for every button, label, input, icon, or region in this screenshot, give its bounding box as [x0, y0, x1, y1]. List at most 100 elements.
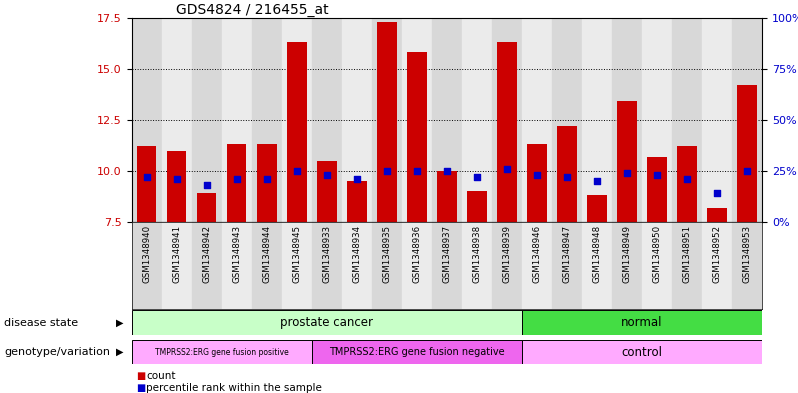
Bar — [702, 18, 732, 222]
Text: ▶: ▶ — [117, 347, 124, 357]
Bar — [587, 195, 606, 222]
Bar — [552, 18, 582, 222]
Bar — [251, 222, 282, 309]
Text: disease state: disease state — [4, 318, 78, 328]
Text: GDS4824 / 216455_at: GDS4824 / 216455_at — [176, 3, 329, 17]
Bar — [527, 144, 547, 222]
Text: GSM1348953: GSM1348953 — [743, 225, 752, 283]
Bar — [617, 101, 637, 222]
Point — [500, 166, 513, 172]
Text: GSM1348936: GSM1348936 — [413, 225, 421, 283]
Bar — [557, 126, 577, 222]
Bar — [492, 222, 522, 309]
Point — [471, 174, 484, 180]
Text: GSM1348944: GSM1348944 — [263, 225, 271, 283]
Point — [231, 176, 243, 182]
Bar — [251, 18, 282, 222]
Point — [321, 172, 334, 178]
Bar — [197, 193, 216, 222]
Bar — [342, 222, 372, 309]
Bar — [462, 222, 492, 309]
Text: GSM1348943: GSM1348943 — [232, 225, 241, 283]
Bar — [402, 18, 432, 222]
Bar — [312, 18, 342, 222]
Bar — [372, 18, 402, 222]
Bar — [192, 222, 222, 309]
Text: GSM1348948: GSM1348948 — [592, 225, 602, 283]
Text: GSM1348933: GSM1348933 — [322, 225, 331, 283]
Text: normal: normal — [622, 316, 663, 329]
Bar — [222, 222, 251, 309]
Point — [410, 168, 423, 174]
Bar — [497, 42, 516, 222]
Bar — [162, 18, 192, 222]
Bar — [732, 222, 762, 309]
Text: GSM1348946: GSM1348946 — [532, 225, 541, 283]
Bar — [707, 208, 727, 222]
Bar — [672, 18, 702, 222]
Bar — [642, 18, 672, 222]
Bar — [522, 222, 552, 309]
Bar — [192, 18, 222, 222]
Bar — [467, 191, 487, 222]
Point — [650, 172, 663, 178]
Text: GSM1348947: GSM1348947 — [563, 225, 571, 283]
Text: TMPRSS2:ERG gene fusion positive: TMPRSS2:ERG gene fusion positive — [155, 348, 289, 356]
Bar — [552, 222, 582, 309]
Bar — [462, 18, 492, 222]
Bar — [582, 18, 612, 222]
Bar — [432, 18, 462, 222]
Bar — [522, 18, 552, 222]
Bar — [612, 18, 642, 222]
Bar — [492, 18, 522, 222]
Bar — [167, 151, 187, 222]
Point — [711, 190, 724, 196]
Bar — [402, 222, 432, 309]
Bar — [312, 340, 522, 364]
Point — [290, 168, 303, 174]
Text: TMPRSS2:ERG gene fusion negative: TMPRSS2:ERG gene fusion negative — [329, 347, 504, 357]
Text: GSM1348949: GSM1348949 — [622, 225, 631, 283]
Point — [741, 168, 753, 174]
Text: ■: ■ — [136, 371, 145, 382]
Point — [621, 170, 634, 176]
Bar — [377, 22, 397, 222]
Point — [440, 168, 453, 174]
Bar — [582, 222, 612, 309]
Bar — [678, 147, 697, 222]
Text: GSM1348939: GSM1348939 — [503, 225, 512, 283]
Point — [531, 172, 543, 178]
Text: GSM1348945: GSM1348945 — [292, 225, 302, 283]
Bar — [227, 144, 247, 222]
Text: ■: ■ — [136, 383, 145, 393]
Bar — [522, 310, 762, 335]
Text: GSM1348952: GSM1348952 — [713, 225, 721, 283]
Bar — [257, 144, 277, 222]
Bar — [437, 171, 456, 222]
Point — [560, 174, 573, 180]
Text: percentile rank within the sample: percentile rank within the sample — [146, 383, 322, 393]
Bar — [647, 157, 667, 222]
Bar — [432, 222, 462, 309]
Bar — [132, 310, 522, 335]
Text: ▶: ▶ — [117, 318, 124, 328]
Bar — [342, 18, 372, 222]
Bar — [222, 18, 251, 222]
Bar — [347, 181, 366, 222]
Bar — [132, 340, 312, 364]
Text: GSM1348938: GSM1348938 — [472, 225, 481, 283]
Bar — [287, 42, 306, 222]
Point — [260, 176, 273, 182]
Text: GSM1348937: GSM1348937 — [442, 225, 452, 283]
Text: GSM1348951: GSM1348951 — [682, 225, 692, 283]
Text: GSM1348942: GSM1348942 — [202, 225, 211, 283]
Point — [350, 176, 363, 182]
Bar — [642, 222, 672, 309]
Bar — [312, 222, 342, 309]
Bar — [732, 18, 762, 222]
Text: GSM1348950: GSM1348950 — [653, 225, 662, 283]
Bar — [317, 161, 337, 222]
Bar — [737, 85, 757, 222]
Bar — [612, 222, 642, 309]
Bar — [522, 340, 762, 364]
